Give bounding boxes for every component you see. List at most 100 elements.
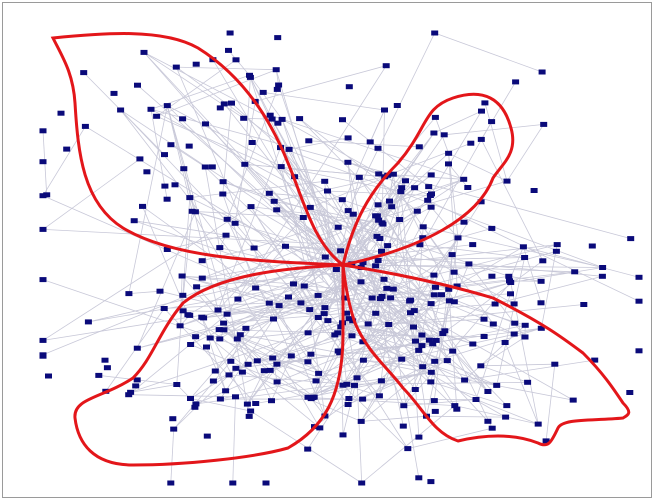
graph-edge	[444, 124, 544, 136]
graph-node	[274, 35, 282, 41]
graph-edge	[272, 320, 329, 359]
cluster-outline-layer	[50, 32, 631, 467]
graph-edge	[289, 137, 349, 150]
graph-edge	[509, 280, 542, 282]
graph-edge	[434, 32, 543, 73]
graph-edge	[142, 206, 256, 289]
graph-edge	[173, 368, 237, 430]
graph-edge	[232, 396, 236, 484]
graph-node	[132, 383, 140, 389]
graph-node	[524, 379, 532, 385]
graph-node	[173, 382, 181, 387]
graph-node	[402, 178, 409, 184]
graph-node	[480, 316, 488, 322]
graph-edge	[128, 105, 168, 294]
graph-edge	[457, 271, 575, 287]
graph-node	[364, 321, 372, 327]
graph-node	[244, 361, 252, 367]
graph-edge	[204, 166, 250, 417]
graph-edge	[130, 318, 350, 393]
graph-node	[339, 117, 346, 123]
graph-node	[314, 292, 322, 298]
graph-node	[375, 217, 383, 223]
graph-edge	[299, 118, 418, 212]
graph-edge	[179, 275, 183, 326]
graph-edge	[475, 293, 511, 400]
graph-node	[429, 341, 437, 347]
graph-node	[339, 382, 347, 388]
graph-edge	[434, 327, 542, 362]
graph-node	[300, 283, 308, 289]
graph-node	[374, 202, 382, 208]
graph-edge	[202, 245, 286, 279]
graph-node	[372, 213, 380, 219]
graph-node	[345, 396, 353, 401]
graph-node	[430, 272, 438, 278]
graph-edge	[143, 52, 273, 120]
graph-edge	[327, 190, 431, 196]
graph-node	[591, 357, 599, 363]
graph-edge	[506, 124, 545, 182]
graph-node	[136, 156, 144, 162]
graph-edge	[317, 238, 381, 318]
graph-node	[201, 164, 209, 170]
graph-edge	[383, 279, 420, 478]
graph-node	[39, 226, 47, 232]
graph-edge	[210, 297, 345, 339]
graph-node	[216, 105, 224, 111]
graph-node	[187, 396, 194, 401]
graph-node	[216, 396, 224, 402]
graph-edge	[247, 307, 326, 405]
graph-node	[229, 480, 237, 486]
graph-edge	[342, 180, 406, 435]
graph-node	[81, 123, 89, 129]
graph-node	[192, 334, 200, 340]
graph-node	[250, 245, 258, 251]
graph-edge	[192, 210, 298, 242]
graph-node	[192, 401, 200, 407]
graph-node	[228, 100, 235, 106]
graph-edge	[156, 69, 277, 117]
graph-node	[282, 243, 289, 249]
graph-edge	[383, 278, 432, 304]
graph-node	[488, 273, 496, 279]
graph-node	[626, 390, 634, 395]
graph-node	[431, 408, 439, 414]
graph-node	[110, 90, 118, 96]
graph-edge	[430, 110, 482, 196]
graph-edge	[181, 275, 238, 340]
graph-node	[374, 145, 382, 151]
graph-node	[220, 327, 228, 333]
graph-node	[453, 406, 461, 412]
graph-node	[397, 189, 405, 195]
graph-edge	[294, 176, 319, 296]
graph-node	[389, 171, 397, 177]
graph-edge	[381, 296, 515, 335]
cluster-outline-top-right	[340, 92, 515, 267]
graph-edge	[269, 263, 353, 371]
graph-node	[252, 401, 260, 406]
graph-node	[416, 242, 424, 248]
graph-node	[512, 79, 520, 85]
graph-node	[274, 120, 282, 126]
graph-node	[140, 49, 148, 55]
graph-node	[382, 63, 390, 69]
graph-edge	[312, 397, 455, 406]
graph-node	[460, 176, 468, 182]
graph-edge	[270, 332, 338, 371]
graph-node	[245, 413, 253, 419]
graph-edge	[418, 350, 497, 386]
graph-node	[511, 320, 519, 326]
graph-node	[431, 358, 439, 364]
graph-node	[372, 263, 380, 269]
graph-edge	[220, 318, 274, 400]
graph-node	[167, 480, 175, 486]
graph-node	[307, 351, 315, 357]
graph-node	[427, 301, 435, 307]
graph-edge	[217, 217, 304, 311]
graph-node	[507, 280, 515, 285]
graph-edge	[307, 345, 423, 398]
graph-node	[167, 142, 175, 148]
graph-node	[427, 379, 435, 385]
graph-edge	[356, 377, 363, 484]
